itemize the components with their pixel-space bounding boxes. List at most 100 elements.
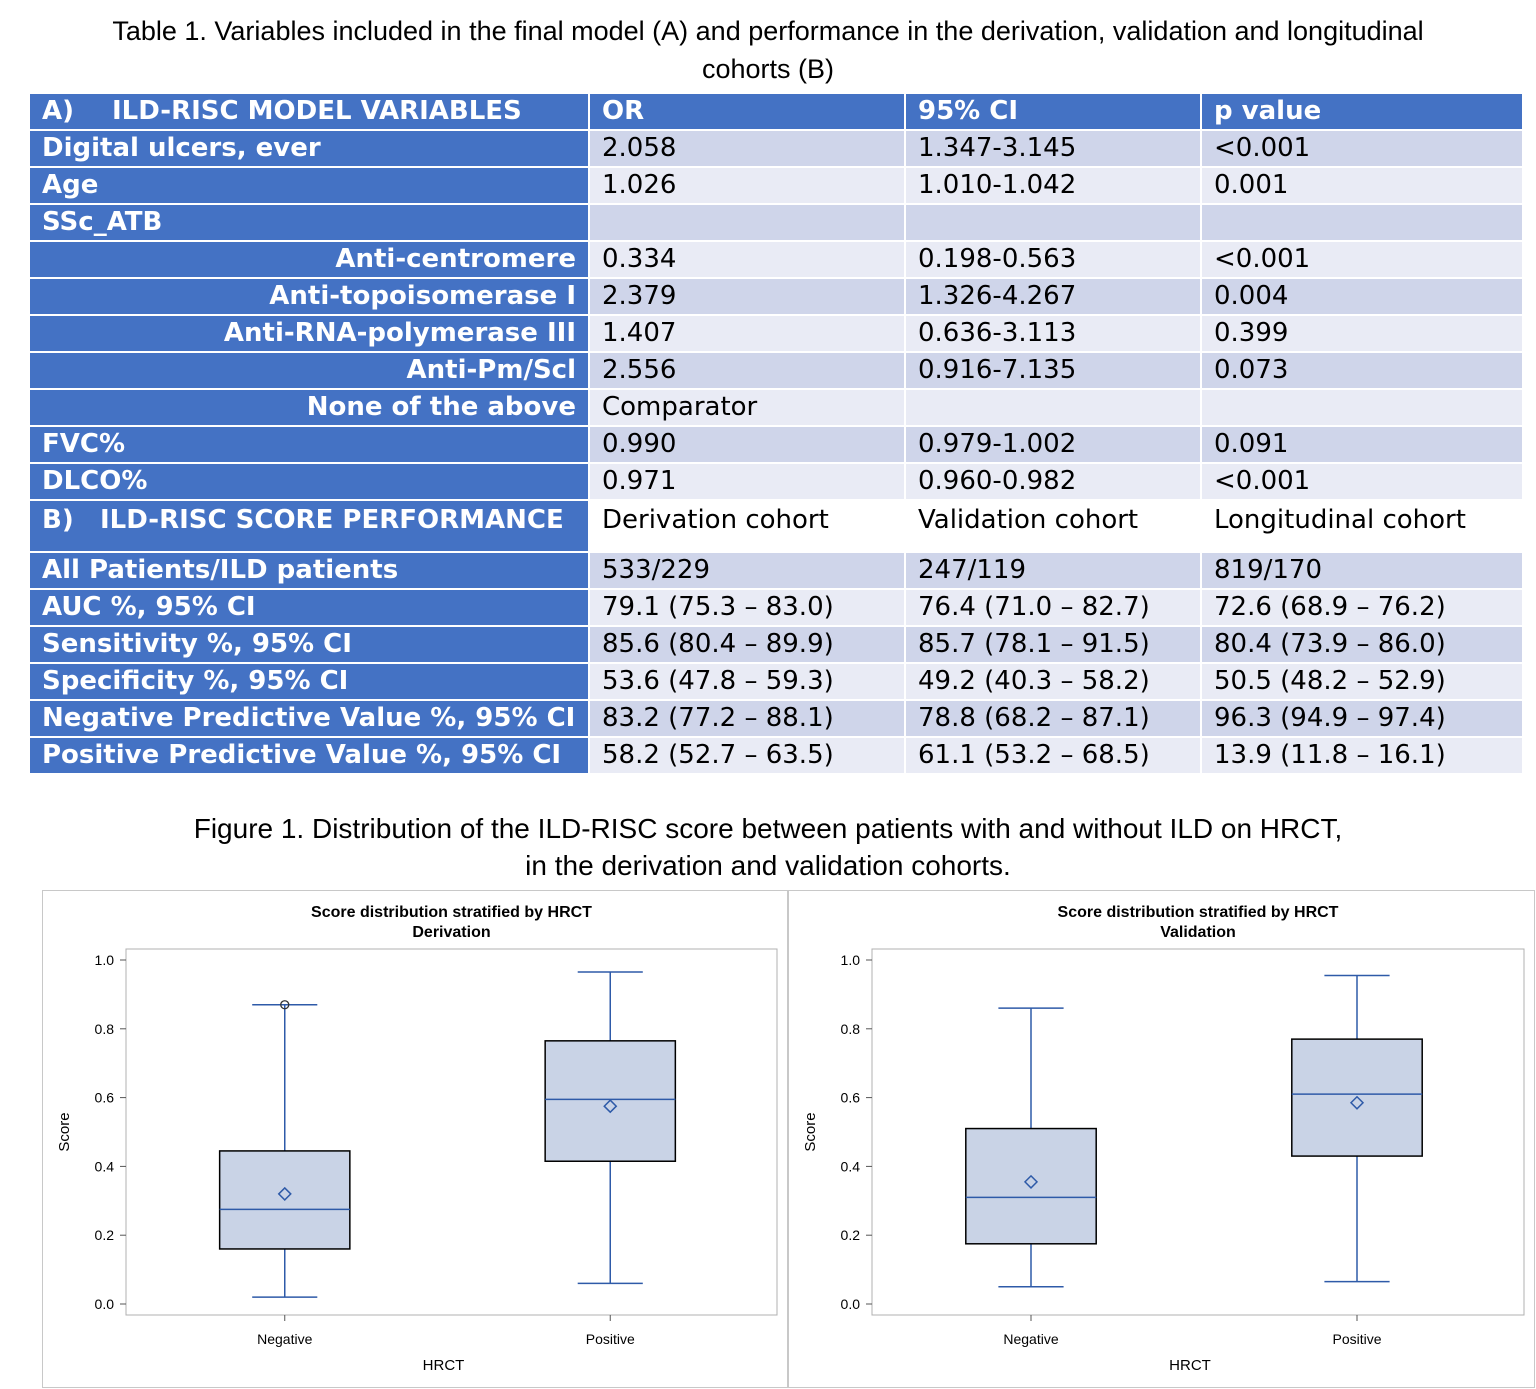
table-cell: 0.001 (1200, 166, 1524, 205)
table-row: All Patients/ILD patients 533/229 247/119 8… (28, 551, 1524, 590)
chart-title: Score distribution stratified by HRCT (1058, 904, 1339, 921)
table-cell: 1.326-4.267 (904, 277, 1202, 316)
row-label: Positive Predictive Value %, 95% CI (28, 736, 590, 775)
section-title-cell: B) ILD-RISC SCORE PERFORMANCE (28, 499, 590, 553)
mean-marker (603, 1099, 618, 1114)
row-label: AUC %, 95% CI (28, 588, 590, 627)
row-label: Sensitivity %, 95% CI (28, 625, 590, 664)
row-label: Anti-topoisomerase I (28, 277, 590, 316)
table-cell: <0.001 (1200, 462, 1524, 501)
row-label: Digital ulcers, ever (28, 129, 590, 168)
table-cell: 2.058 (588, 129, 906, 168)
table-cell: 76.4 (71.0 – 82.7) (904, 588, 1202, 627)
table-row: Digital ulcers, ever 2.058 1.347-3.145 <0.0… (28, 129, 1524, 168)
table-row: Sensitivity %, 95% CI 85.6 (80.4 – 89.9) 8… (28, 625, 1524, 664)
chart-subtitle: Validation (1160, 924, 1236, 941)
table-cell: 0.399 (1200, 314, 1524, 353)
table-cell: 49.2 (40.3 – 58.2) (904, 662, 1202, 701)
table-caption-line2: cohorts (B) (701, 54, 835, 84)
table-cell: 79.1 (75.3 – 83.0) (588, 588, 906, 627)
y-tick-label: 1.0 (95, 952, 115, 968)
table-section-header: A) ILD-RISC MODEL VARIABLES OR 95% CI p valu… (28, 92, 1524, 131)
table-row: SSc_ATB (28, 203, 1524, 242)
column-header: OR (588, 92, 906, 131)
column-header: Validation cohort (904, 499, 1202, 553)
table-cell: 0.979-1.002 (904, 425, 1202, 464)
table-cell: 0.198-0.563 (904, 240, 1202, 279)
y-tick-label: 0.2 (95, 1227, 115, 1243)
table-cell: 1.407 (588, 314, 906, 353)
y-tick-label: 0.2 (841, 1227, 861, 1243)
table-cell (904, 203, 1202, 242)
table-cell: 2.556 (588, 351, 906, 390)
section-title: ILD-RISC SCORE PERFORMANCE (100, 505, 564, 535)
x-tick-label: Positive (586, 1331, 635, 1347)
table-row: None of the above Comparator (28, 388, 1524, 427)
table-row: AUC %, 95% CI 79.1 (75.3 – 83.0) 76.4 (71.… (28, 588, 1524, 627)
figure-caption: Figure 1. Distribution of the ILD-RISC s… (0, 810, 1536, 884)
table-cell: 96.3 (94.9 – 97.4) (1200, 699, 1524, 738)
table-cell: 13.9 (11.8 – 16.1) (1200, 736, 1524, 775)
y-axis-label: Score (56, 1112, 73, 1151)
row-label: Anti-centromere (28, 240, 590, 279)
boxplot-panel-validation: Score distribution stratified by HRCT Val… (788, 890, 1535, 1388)
table-cell (1200, 203, 1524, 242)
table-row: Anti-Pm/Scl 2.556 0.916-7.135 0.073 (28, 351, 1524, 390)
table-row: Specificity %, 95% CI 53.6 (47.8 – 59.3) 4… (28, 662, 1524, 701)
table-row: FVC% 0.990 0.979-1.002 0.091 (28, 425, 1524, 464)
results-table: A) ILD-RISC MODEL VARIABLES OR 95% CI p valu… (28, 92, 1524, 775)
table-cell: 1.026 (588, 166, 906, 205)
column-header: Longitudinal cohort (1200, 499, 1524, 553)
table-cell: 85.6 (80.4 – 89.9) (588, 625, 906, 664)
column-header: Derivation cohort (588, 499, 906, 553)
table-row: Positive Predictive Value %, 95% CI 58.2 … (28, 736, 1524, 775)
y-tick-label: 0.6 (95, 1090, 115, 1106)
outlier-point (280, 1000, 290, 1010)
table-cell: 0.960-0.982 (904, 462, 1202, 501)
mean-marker (1023, 1174, 1039, 1189)
table-cell: <0.001 (1200, 240, 1524, 279)
table-row: Age 1.026 1.010-1.042 0.001 (28, 166, 1524, 205)
table-cell: 61.1 (53.2 – 68.5) (904, 736, 1202, 775)
x-tick-label: Positive (1332, 1331, 1381, 1347)
table-cell: 247/119 (904, 551, 1202, 590)
y-axis-label: Score (802, 1112, 819, 1151)
section-prefix: B) (42, 505, 74, 535)
row-label: All Patients/ILD patients (28, 551, 590, 590)
y-tick-label: 0.0 (841, 1296, 861, 1312)
table-row: DLCO% 0.971 0.960-0.982 <0.001 (28, 462, 1524, 501)
table-cell: 2.379 (588, 277, 906, 316)
mean-marker (1349, 1095, 1365, 1110)
box-positive: Positive (544, 971, 677, 1347)
table-section-header: B) ILD-RISC SCORE PERFORMANCE Derivation c… (28, 499, 1524, 553)
table-row: Anti-centromere 0.334 0.198-0.563 <0.001 (28, 240, 1524, 279)
table-cell: 78.8 (68.2 – 87.1) (904, 699, 1202, 738)
section-prefix: A) (42, 96, 75, 126)
box-negative: Negative (965, 1007, 1097, 1347)
row-label: None of the above (28, 388, 590, 427)
box-negative: Negative (218, 1000, 351, 1347)
table-cell: 0.916-7.135 (904, 351, 1202, 390)
y-tick-label: 0.0 (95, 1296, 115, 1312)
y-tick-label: 0.6 (841, 1090, 861, 1106)
x-tick-label: Negative (1003, 1331, 1058, 1347)
row-label: SSc_ATB (28, 203, 590, 242)
table-row: Negative Predictive Value %, 95% CI 83.2 … (28, 699, 1524, 738)
table-cell: 0.334 (588, 240, 906, 279)
table-cell: 0.636-3.113 (904, 314, 1202, 353)
boxplot-panel-derivation: Score distribution stratified by HRCT Der… (42, 890, 788, 1388)
row-label: DLCO% (28, 462, 590, 501)
table-cell: 83.2 (77.2 – 88.1) (588, 699, 906, 738)
y-tick-label: 0.8 (95, 1021, 115, 1037)
x-axis-label: HRCT (1169, 1357, 1211, 1374)
table-cell (588, 203, 906, 242)
table-cell: 50.5 (48.2 – 52.9) (1200, 662, 1524, 701)
y-tick-label: 0.8 (841, 1021, 861, 1037)
row-label: Anti-RNA-polymerase III (28, 314, 590, 353)
box-positive: Positive (1291, 974, 1423, 1347)
table-cell: 80.4 (73.9 – 86.0) (1200, 625, 1524, 664)
table-caption: Table 1. Variables included in the final… (0, 12, 1536, 88)
table-caption-line1: Table 1. Variables included in the final… (112, 16, 1424, 46)
x-tick-label: Negative (257, 1331, 312, 1347)
table-cell (1200, 388, 1524, 427)
